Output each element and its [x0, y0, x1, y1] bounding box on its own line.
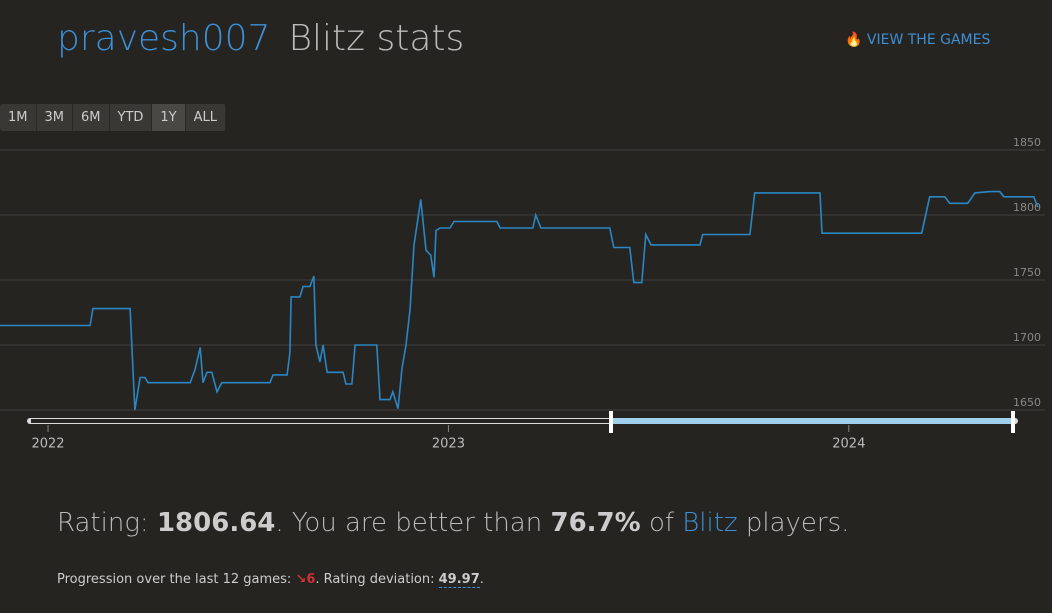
text: . — [479, 572, 484, 587]
percentile: 76.7% — [550, 508, 641, 538]
range-button[interactable]: YTD — [109, 104, 153, 131]
y-tick-label: 1700 — [1013, 331, 1041, 344]
text: Progression over the last 12 games: — [57, 572, 296, 587]
y-tick-label: 1650 — [1013, 396, 1041, 409]
rating-line: Rating: 1806.64. You are better than 76.… — [57, 508, 849, 538]
range-button[interactable]: ALL — [185, 104, 227, 131]
range-button[interactable]: 1Y — [152, 104, 186, 131]
navigator-handle[interactable] — [1011, 411, 1015, 433]
icon: 🔥 — [845, 32, 867, 48]
range-button[interactable]: 3M — [36, 104, 73, 131]
y-tick-label: 1800 — [1013, 201, 1041, 214]
text: . Rating deviation: — [315, 572, 439, 587]
variant[interactable]: Blitz — [682, 508, 738, 538]
navigator-handle[interactable] — [609, 411, 613, 433]
link-text[interactable]: VIEW THE GAMES — [866, 32, 991, 48]
view-games-link[interactable]: 🔥 VIEW THE GAMES — [845, 32, 990, 48]
deviation: 49.97 — [438, 572, 480, 588]
rating: 1806.64 — [156, 508, 276, 538]
x-tick-label: 2023 — [432, 437, 465, 452]
x-tick-label: 2024 — [832, 437, 865, 452]
text: players. — [737, 508, 850, 538]
text: of — [640, 508, 683, 538]
progression-line: Progression over the last 12 games: ↘6. … — [57, 572, 484, 588]
y-tick-label: 1750 — [1013, 266, 1041, 279]
title: Blitz stats — [288, 18, 465, 59]
y-tick-label: 1850 — [1013, 136, 1041, 149]
rating-line — [0, 190, 1039, 411]
progression: 6 — [306, 572, 316, 587]
range-button[interactable]: 1M — [0, 104, 37, 131]
x-tick-label: 2022 — [31, 437, 64, 452]
text: Rating: — [57, 508, 157, 538]
page-title: pravesh007 Blitz stats — [57, 18, 464, 59]
arrow: ↘ — [295, 572, 307, 587]
username[interactable]: pravesh007 — [57, 18, 271, 59]
range-button[interactable]: 6M — [73, 104, 110, 131]
text: . You are better than — [275, 508, 551, 538]
range-buttons: 1M 3M 6M YTD 1Y ALL — [0, 104, 227, 131]
chart: 1650 1700 1750 1800 1850 2022 2023 2024 — [0, 136, 1045, 452]
